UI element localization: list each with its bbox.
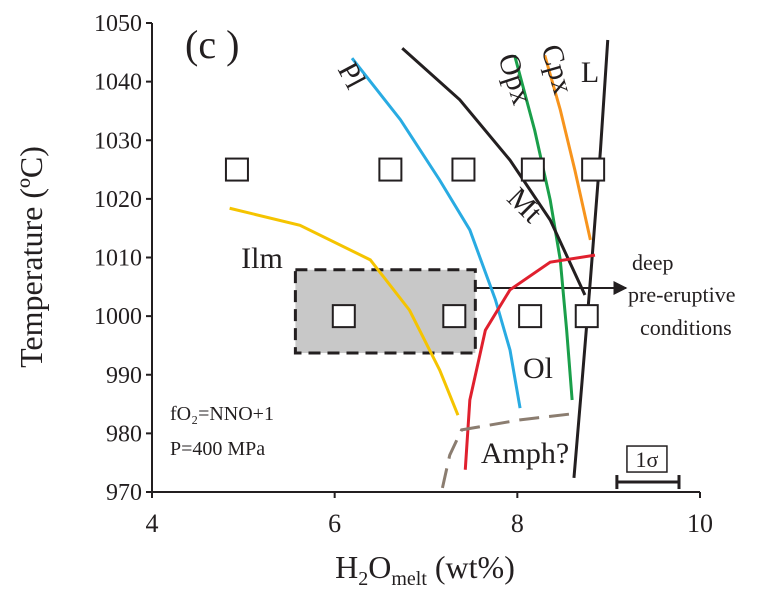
experiment-point <box>451 157 476 182</box>
phase-boundary <box>543 54 592 241</box>
phase-boundary <box>401 47 587 296</box>
x-label-part: 2 <box>358 568 368 590</box>
phase-boundary <box>572 39 610 479</box>
curve-label: Ilm <box>241 242 283 275</box>
phase-boundary <box>513 54 574 401</box>
x-tick-label: 6 <box>328 509 341 538</box>
phase-boundary <box>350 57 522 409</box>
y-tick-label: 1020 <box>94 187 142 213</box>
curve-label: Ol <box>523 352 553 385</box>
curve-label: Mt <box>501 181 550 230</box>
error-label-box <box>626 445 668 473</box>
arrow-label: pre-eruptive <box>628 282 736 307</box>
y-tick-label: 1040 <box>94 70 142 96</box>
x-axis-label: H2Omelt (wt%) <box>335 549 515 590</box>
annotation: P=400 MPa <box>170 438 265 460</box>
curve-label: Opx <box>491 49 538 108</box>
experiment-point <box>442 304 467 329</box>
experiment-point <box>224 157 249 182</box>
error-label: 1σ <box>636 447 659 472</box>
chart-title: (c ) <box>185 22 239 67</box>
curve-label: Pl <box>331 57 372 95</box>
x-tick-label: 8 <box>511 509 524 538</box>
x-label-part: H <box>335 549 358 585</box>
y-tick-label: 1010 <box>94 246 142 272</box>
experiment-point <box>520 157 545 182</box>
curve-label: L <box>581 56 599 89</box>
x-tick-label: 10 <box>687 509 713 538</box>
y-tick-label: 1050 <box>94 11 142 37</box>
x-tick-label: 4 <box>146 509 159 538</box>
phase-boundary <box>463 253 596 470</box>
x-label-part: (wt%) <box>427 549 515 585</box>
y-tick-label: 1000 <box>94 304 142 330</box>
y-tick-label: 1030 <box>94 128 142 154</box>
arrow-label: deep <box>632 250 674 275</box>
y-axis-label: Temperature (ºC) <box>13 146 49 368</box>
curve-label: Cpx <box>534 41 580 98</box>
phase-boundary <box>440 412 571 489</box>
annotation: fO₂=NNO+1 <box>170 403 274 425</box>
experiment-point <box>378 157 403 182</box>
x-label-part: O <box>368 549 391 585</box>
curve-label: Amph? <box>481 437 569 470</box>
arrow-label: conditions <box>640 315 732 340</box>
y-tick-label: 970 <box>106 480 142 506</box>
phase-boundary <box>229 206 460 416</box>
experiment-point <box>581 157 606 182</box>
y-tick-label: 980 <box>106 421 142 447</box>
experiment-point <box>331 304 356 329</box>
y-tick-label: 990 <box>106 363 142 389</box>
x-label-part: melt <box>391 568 427 590</box>
experiment-point <box>574 304 599 329</box>
experiment-point <box>518 304 543 329</box>
